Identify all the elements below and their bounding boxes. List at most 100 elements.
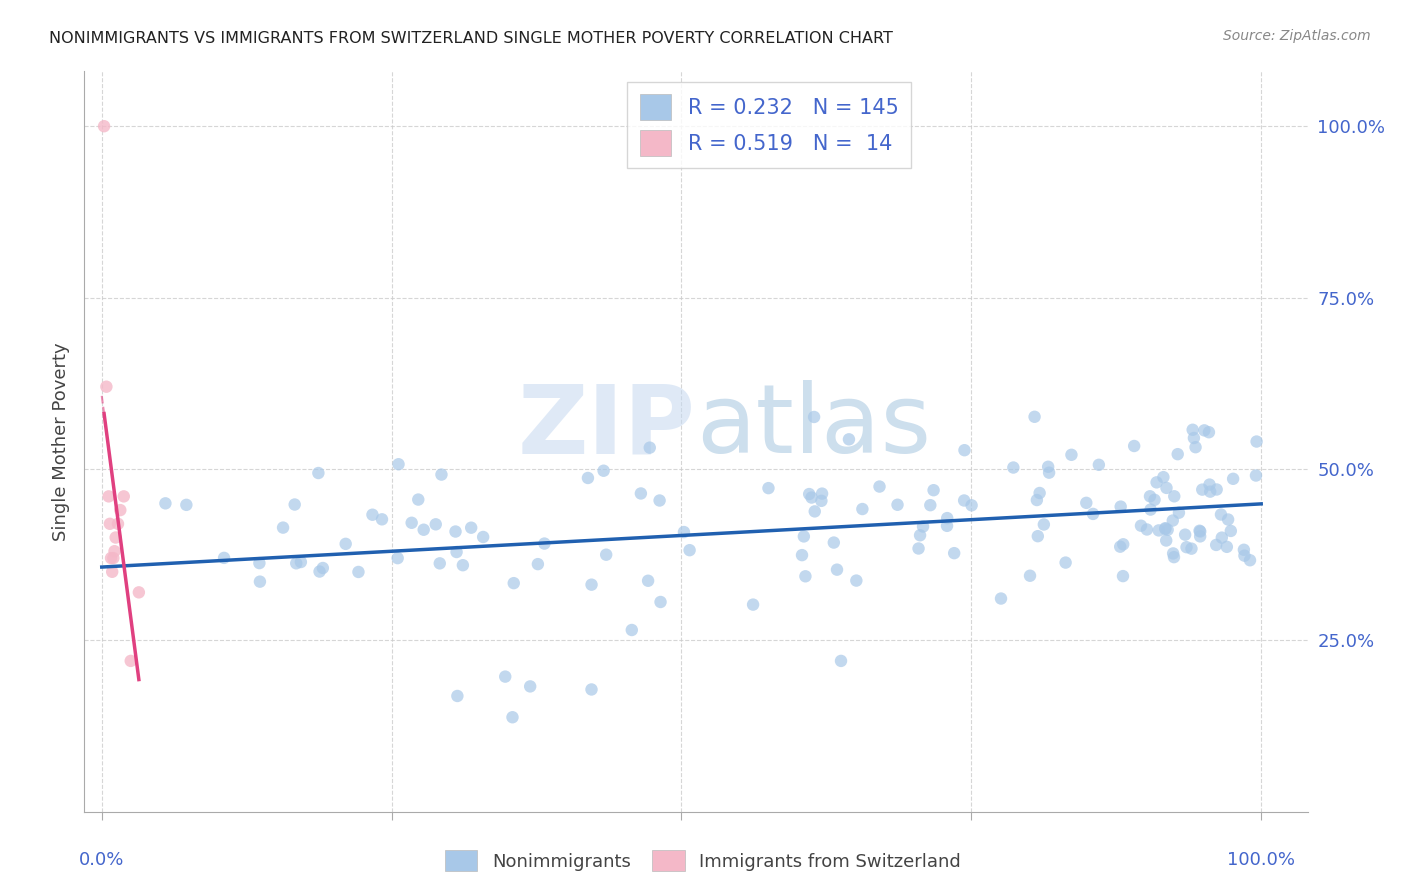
Point xyxy=(1209,508,1232,522)
Point xyxy=(1139,489,1161,503)
Point xyxy=(1156,481,1178,495)
Point xyxy=(312,561,335,575)
Point xyxy=(1175,540,1198,554)
Text: NONIMMIGRANTS VS IMMIGRANTS FROM SWITZERLAND SINGLE MOTHER POVERTY CORRELATION C: NONIMMIGRANTS VS IMMIGRANTS FROM SWITZER… xyxy=(49,31,893,46)
Point xyxy=(1038,466,1060,480)
Point xyxy=(1189,524,1212,539)
Point xyxy=(592,464,614,478)
Point xyxy=(429,557,451,571)
Point xyxy=(446,545,468,559)
Point xyxy=(107,516,129,531)
Point xyxy=(1239,553,1261,567)
Point xyxy=(810,493,832,508)
Point xyxy=(347,565,370,579)
Point xyxy=(1028,486,1050,500)
Point xyxy=(630,486,652,500)
Point xyxy=(1194,423,1216,437)
Point xyxy=(1167,506,1189,520)
Point xyxy=(1219,524,1241,538)
Point xyxy=(1139,502,1161,516)
Point xyxy=(886,498,908,512)
Point xyxy=(176,498,198,512)
Point xyxy=(1076,496,1098,510)
Point xyxy=(953,493,976,508)
Point xyxy=(838,433,860,447)
Legend: R = 0.232   N = 145, R = 0.519   N =  14: R = 0.232 N = 145, R = 0.519 N = 14 xyxy=(627,82,911,168)
Point xyxy=(811,486,834,500)
Point xyxy=(371,512,394,526)
Point xyxy=(851,502,873,516)
Point xyxy=(595,548,617,562)
Point xyxy=(430,467,453,482)
Point xyxy=(1156,523,1178,537)
Point xyxy=(290,555,312,569)
Point xyxy=(1189,529,1212,543)
Point xyxy=(451,558,474,573)
Point xyxy=(1130,518,1153,533)
Y-axis label: Single Mother Poverty: Single Mother Poverty xyxy=(52,343,70,541)
Point xyxy=(97,489,120,503)
Point xyxy=(823,535,845,549)
Point xyxy=(1112,569,1135,583)
Point xyxy=(155,496,177,510)
Point xyxy=(1199,484,1222,499)
Point xyxy=(911,519,934,533)
Point xyxy=(1060,448,1083,462)
Point xyxy=(1198,425,1220,440)
Point xyxy=(1109,500,1132,514)
Point xyxy=(1181,423,1204,437)
Point xyxy=(1036,459,1059,474)
Point xyxy=(249,574,271,589)
Point xyxy=(1184,440,1206,454)
Point xyxy=(1019,568,1042,582)
Point xyxy=(1180,541,1202,556)
Point xyxy=(1152,470,1174,484)
Point xyxy=(307,466,329,480)
Point xyxy=(1182,431,1205,445)
Point xyxy=(128,585,150,599)
Point xyxy=(446,689,468,703)
Point xyxy=(920,498,942,512)
Point xyxy=(758,481,780,495)
Point xyxy=(502,710,524,724)
Point xyxy=(120,654,142,668)
Point xyxy=(1233,542,1256,557)
Point xyxy=(1146,475,1168,490)
Point xyxy=(472,530,495,544)
Point xyxy=(412,523,434,537)
Point xyxy=(1163,550,1185,565)
Point xyxy=(620,623,643,637)
Point xyxy=(638,441,661,455)
Point xyxy=(1154,533,1177,548)
Point xyxy=(361,508,384,522)
Point xyxy=(953,443,976,458)
Point xyxy=(581,682,603,697)
Point xyxy=(637,574,659,588)
Point xyxy=(1188,524,1211,538)
Point xyxy=(1205,538,1227,552)
Point xyxy=(1211,531,1233,545)
Point xyxy=(1054,556,1077,570)
Point xyxy=(830,654,852,668)
Legend: Nonimmigrants, Immigrants from Switzerland: Nonimmigrants, Immigrants from Switzerla… xyxy=(437,843,969,879)
Point xyxy=(1002,460,1025,475)
Point xyxy=(103,544,125,558)
Point xyxy=(672,524,695,539)
Point xyxy=(387,457,409,471)
Point xyxy=(1198,477,1220,491)
Point xyxy=(425,517,447,532)
Text: 100.0%: 100.0% xyxy=(1227,851,1295,869)
Point xyxy=(519,680,541,694)
Point xyxy=(502,576,524,591)
Point xyxy=(799,487,821,501)
Point xyxy=(845,574,868,588)
Point xyxy=(1025,493,1047,508)
Point xyxy=(794,569,817,583)
Point xyxy=(247,556,270,570)
Point xyxy=(401,516,423,530)
Point xyxy=(1081,507,1104,521)
Point xyxy=(1123,439,1146,453)
Point xyxy=(101,565,124,579)
Point xyxy=(1143,492,1166,507)
Point xyxy=(387,551,409,566)
